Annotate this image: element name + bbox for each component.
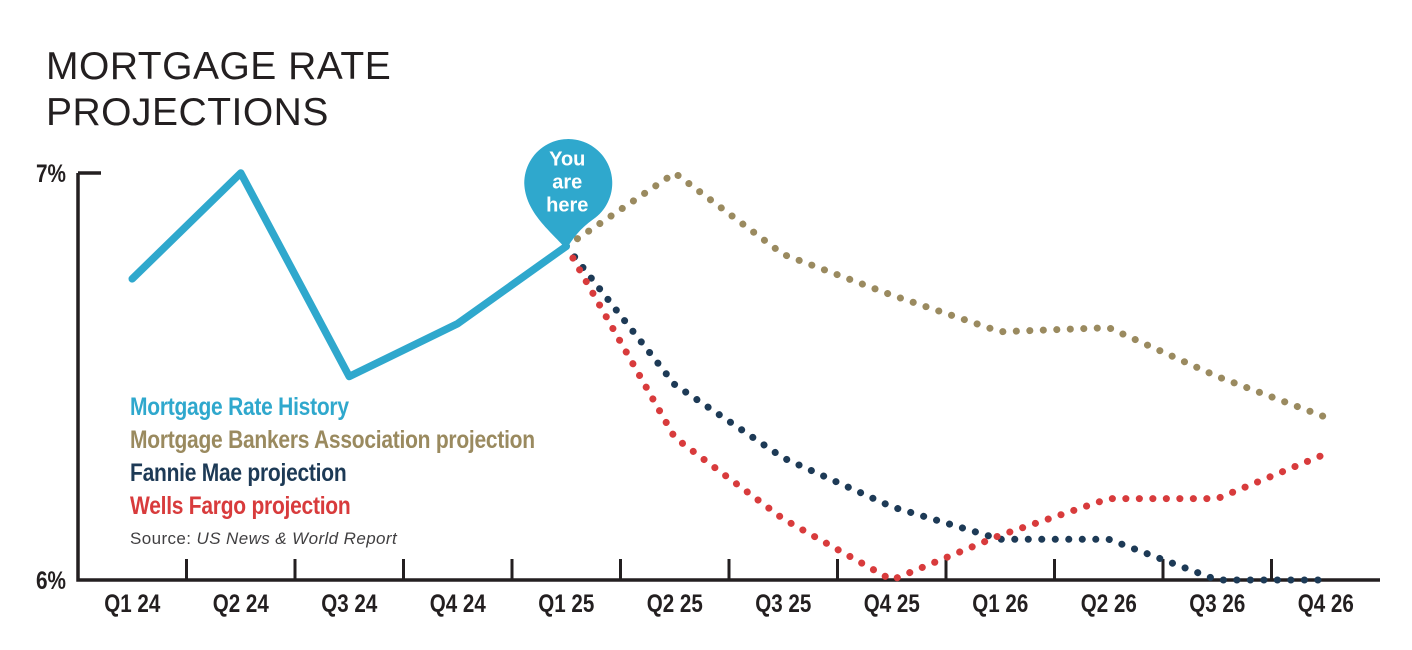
x-tick-label: Q3 24 (321, 590, 377, 618)
y-tick-label-6: 6% (36, 567, 66, 595)
legend-item-mortgage-rate-history: Mortgage Rate History (130, 393, 349, 421)
you-are-here-label-line: here (546, 194, 588, 216)
series-line-wells-fargo-projection (562, 242, 1330, 584)
x-tick-label: Q4 25 (864, 590, 920, 618)
source-prefix: Source: (130, 529, 192, 548)
you-are-here-label-line: are (552, 171, 582, 193)
legend-item-wells-fargo-projection: Wells Fargo projection (130, 492, 351, 520)
chart-title-line-2: PROJECTIONS (46, 91, 329, 134)
source-note: Source: US News & World Report (130, 529, 397, 549)
x-tick-label: Q4 24 (430, 590, 486, 618)
chart-title: MORTGAGE RATE PROJECTIONS (46, 44, 391, 136)
x-tick-label: Q2 24 (213, 590, 269, 618)
y-tick-label-7: 7% (36, 160, 66, 188)
x-tick-label: Q1 24 (104, 590, 160, 618)
x-tick-label: Q4 26 (1298, 590, 1354, 618)
x-tick-label: Q3 26 (1189, 590, 1245, 618)
you-are-here-marker (524, 139, 613, 250)
source-name: US News & World Report (196, 529, 398, 548)
series-line-fannie-mae-projection (562, 242, 1330, 584)
legend-item-mba-projection: Mortgage Bankers Association projection (130, 426, 535, 454)
legend-item-fannie-mae-projection: Fannie Mae projection (130, 459, 347, 487)
x-tick-label: Q1 25 (538, 590, 594, 618)
x-tick-label: Q1 26 (972, 590, 1028, 618)
you-are-here-label-line: You (549, 148, 585, 170)
series-line-mba-projection (562, 169, 1330, 421)
legend: Mortgage Rate History Mortgage Bankers As… (130, 391, 612, 523)
x-tick-label: Q2 25 (647, 590, 703, 618)
series-line-mortgage-rate-history (128, 169, 570, 381)
chart-title-line-1: MORTGAGE RATE (46, 45, 392, 88)
x-tick-label: Q3 25 (755, 590, 811, 618)
x-tick-label: Q2 26 (1081, 590, 1137, 618)
